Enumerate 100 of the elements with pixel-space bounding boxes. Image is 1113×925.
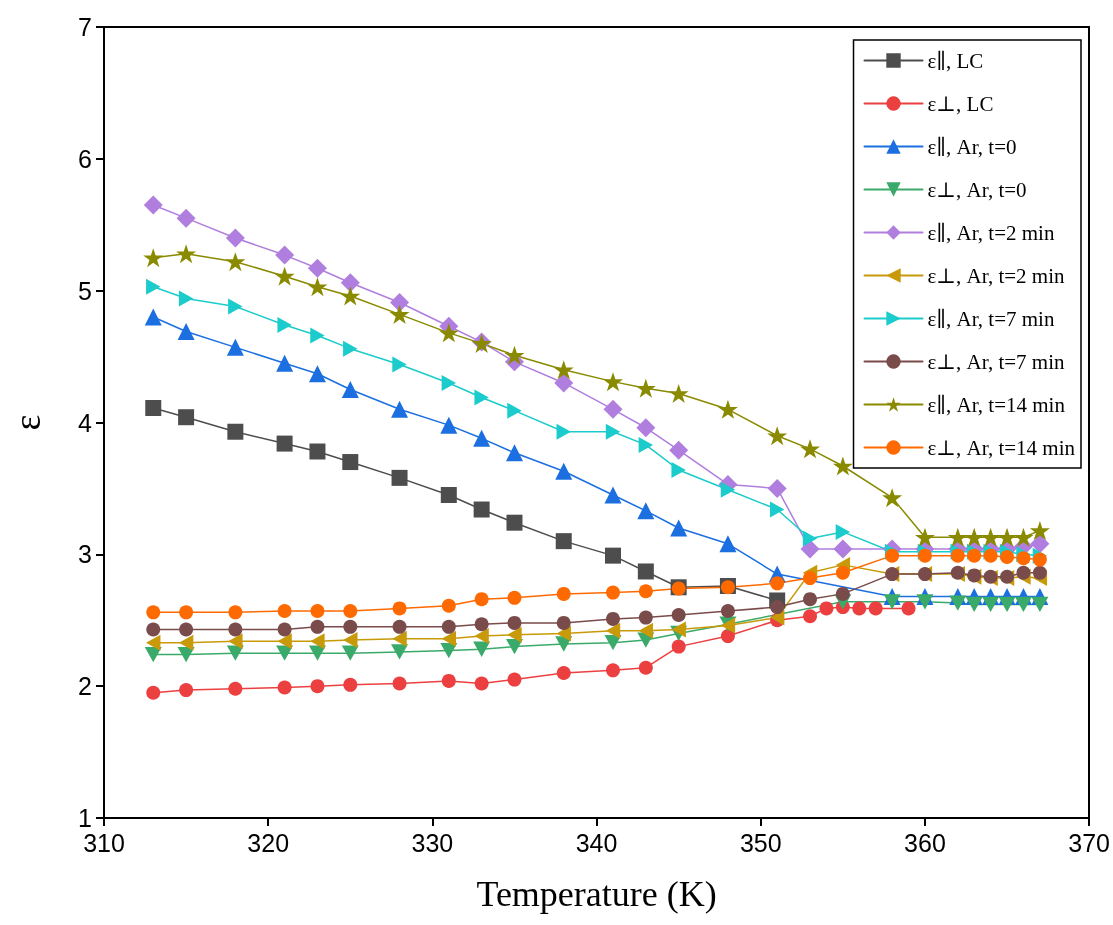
- point: [671, 461, 686, 478]
- point: [179, 622, 194, 637]
- point: [390, 293, 410, 313]
- point: [980, 527, 1001, 547]
- point: [803, 571, 818, 586]
- point: [441, 598, 456, 613]
- point: [950, 548, 965, 563]
- point: [391, 644, 409, 660]
- point: [227, 423, 244, 440]
- point: [556, 586, 571, 601]
- point: [606, 611, 620, 626]
- point: [310, 679, 325, 694]
- legend-label: ε∥, Ar, t=7 min: [927, 306, 1055, 331]
- point: [556, 665, 571, 680]
- point: [720, 481, 736, 498]
- point: [556, 625, 571, 642]
- point: [343, 604, 358, 619]
- point: [310, 604, 325, 619]
- point: [671, 639, 686, 654]
- point: [474, 676, 489, 691]
- point: [228, 633, 243, 650]
- y-tick-label: 2: [78, 672, 92, 701]
- point: [602, 372, 623, 392]
- point: [143, 195, 163, 215]
- point: [276, 354, 294, 372]
- point: [276, 435, 293, 452]
- x-tick-label: 370: [1068, 828, 1110, 857]
- point: [638, 610, 653, 625]
- point: [177, 646, 195, 663]
- point: [177, 323, 195, 341]
- point: [225, 252, 246, 272]
- point: [226, 338, 244, 356]
- point: [949, 595, 967, 611]
- point: [638, 436, 654, 453]
- point: [1014, 596, 1032, 613]
- legend-label: ε⊥, Ar, t=0: [927, 177, 1027, 202]
- point: [670, 519, 688, 537]
- point: [392, 630, 407, 647]
- point: [146, 685, 161, 700]
- point: [341, 645, 359, 661]
- point: [556, 615, 571, 630]
- point: [146, 622, 161, 637]
- point: [832, 456, 853, 476]
- point: [178, 634, 194, 651]
- point: [605, 423, 621, 440]
- point: [441, 374, 456, 391]
- point: [178, 409, 195, 426]
- y-axis-title: ε: [6, 414, 48, 431]
- point: [1016, 565, 1031, 580]
- point: [998, 596, 1016, 613]
- point: [720, 629, 735, 644]
- legend-label: ε⊥, Ar, t=2 min: [927, 263, 1065, 288]
- point: [473, 641, 491, 657]
- point: [555, 533, 572, 550]
- point: [307, 258, 327, 278]
- point: [343, 619, 358, 634]
- legend-label: ε∥, Ar, t=14 min: [927, 392, 1066, 417]
- point: [916, 594, 934, 610]
- x-tick-label: 360: [904, 828, 946, 857]
- point: [143, 248, 164, 268]
- point: [1030, 534, 1050, 554]
- point: [982, 596, 1000, 613]
- point: [964, 527, 985, 547]
- point: [505, 444, 523, 462]
- point: [340, 273, 360, 293]
- point: [1013, 527, 1034, 547]
- point: [474, 592, 489, 607]
- point: [554, 373, 574, 393]
- point: [637, 563, 654, 580]
- point: [310, 619, 325, 634]
- point: [1031, 596, 1049, 613]
- x-tick-label: 320: [247, 828, 290, 857]
- point: [965, 596, 983, 613]
- point: [1016, 551, 1031, 566]
- point: [507, 672, 522, 687]
- point: [392, 619, 407, 634]
- point: [277, 604, 292, 619]
- point: [228, 681, 243, 696]
- point: [800, 539, 820, 559]
- point: [770, 576, 785, 591]
- point: [225, 228, 245, 248]
- point: [343, 677, 358, 692]
- legend-label: ε∥, Ar, t=0: [927, 134, 1017, 159]
- point: [882, 488, 903, 508]
- point: [671, 607, 686, 622]
- point: [555, 462, 573, 480]
- point: [392, 601, 407, 616]
- point: [343, 632, 358, 649]
- point: [341, 381, 359, 399]
- point: [391, 400, 409, 418]
- point: [1032, 565, 1047, 580]
- point: [719, 535, 737, 553]
- point: [277, 316, 292, 333]
- point: [603, 399, 623, 419]
- point: [275, 245, 295, 265]
- point: [274, 266, 295, 286]
- point: [638, 622, 654, 639]
- y-tick-label: 7: [78, 13, 92, 41]
- point: [474, 617, 489, 632]
- point: [604, 635, 622, 651]
